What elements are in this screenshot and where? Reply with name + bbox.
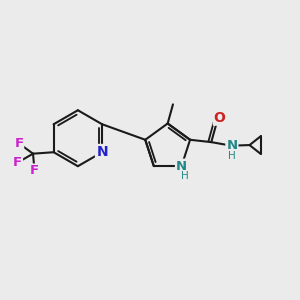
Text: N: N [96,145,108,159]
Text: O: O [214,111,226,125]
Text: F: F [30,164,39,177]
Text: F: F [14,137,23,150]
Text: F: F [13,156,22,169]
Text: N: N [226,139,237,152]
Text: H: H [228,151,236,161]
Text: H: H [181,171,189,181]
Text: N: N [176,160,187,172]
